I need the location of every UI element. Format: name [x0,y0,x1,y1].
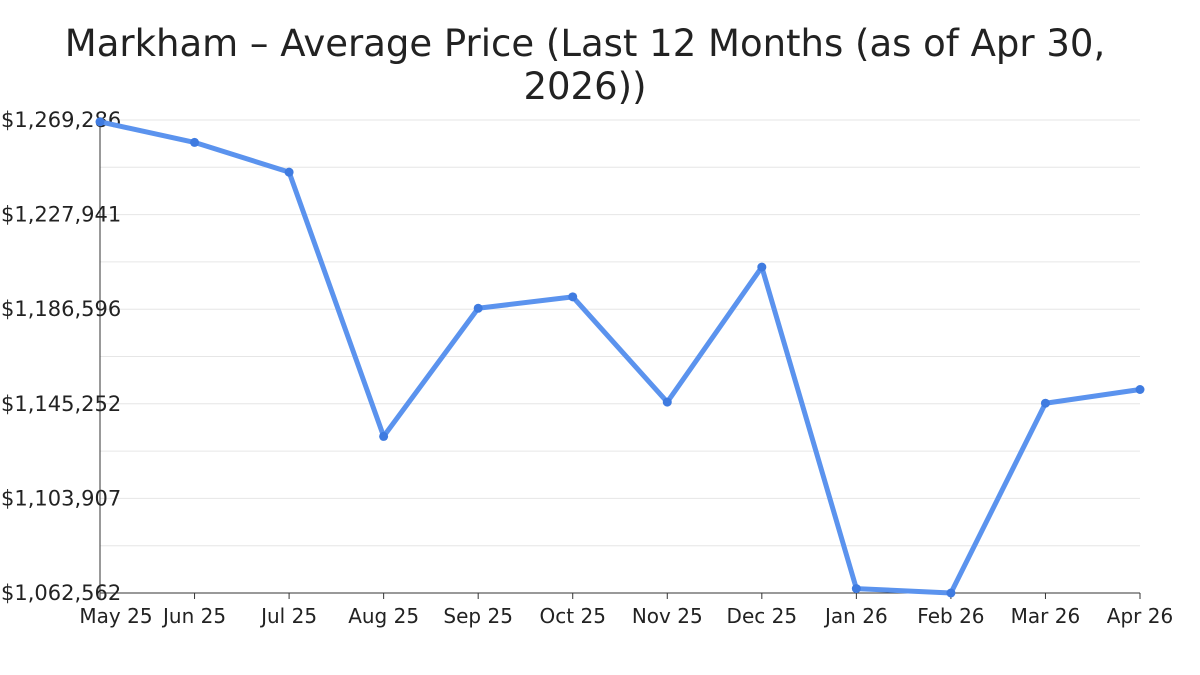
x-tick-label: Sep 25 [443,604,513,628]
y-tick-labels: $1,269,286$1,227,941$1,186,596$1,145,252… [1,108,121,605]
y-tick-label: $1,227,941 [1,203,121,227]
axes [99,120,1140,594]
data-point [851,584,861,594]
y-tick-label: $1,186,596 [1,297,121,321]
x-tick-label: Feb 26 [917,604,984,628]
data-point [284,167,294,177]
x-tick-label: Nov 25 [632,604,703,628]
series [95,117,1145,598]
x-tick-label: Jan 26 [823,604,888,628]
y-tick-label: $1,062,562 [1,581,121,605]
x-tick-label: Aug 25 [348,604,419,628]
data-point [662,397,672,407]
data-point [473,303,483,313]
x-tick-label: May 25 [79,604,152,628]
x-tick-label: Dec 25 [727,604,798,628]
data-point [946,588,956,598]
data-point [568,292,578,302]
data-point [95,117,105,127]
x-tick-label: Jun 25 [161,604,226,628]
data-point [190,137,200,147]
gridlines [100,119,1140,594]
x-tick-label: Apr 26 [1107,604,1173,628]
y-tick-label: $1,103,907 [1,486,121,510]
data-point [757,262,767,272]
data-point [379,431,389,441]
x-tick-label: Mar 26 [1011,604,1081,628]
data-point [1040,398,1050,408]
series-line [97,119,1143,596]
data-point [1135,385,1145,395]
x-tick-label: Oct 25 [540,604,606,628]
chart-title: Markham – Average Price (Last 12 Months … [64,22,1106,108]
x-tick-label: Jul 25 [259,604,317,628]
y-tick-label: $1,145,252 [1,392,121,416]
x-tick-labels: May 25 Jun 25 Jul 25 Aug 25 Sep 25 Oct 25 Nov … [79,593,1173,628]
